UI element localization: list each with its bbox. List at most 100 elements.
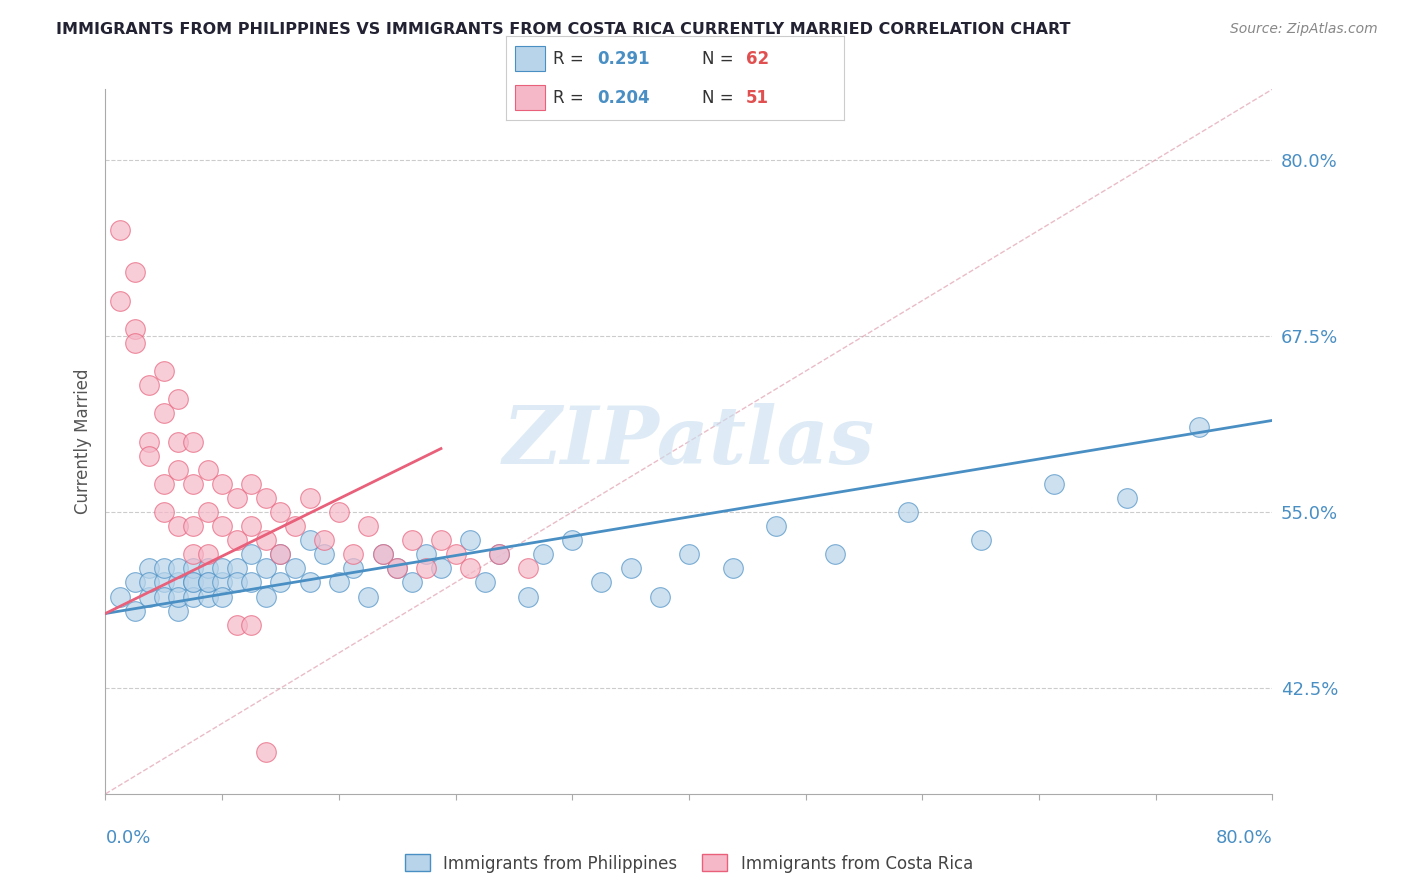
Point: [167, 590, 190, 604]
Point: [197, 575, 219, 590]
Point: [124, 604, 146, 618]
Text: 0.204: 0.204: [598, 88, 650, 106]
Point: [531, 547, 554, 561]
Point: [153, 575, 174, 590]
Text: 0.291: 0.291: [598, 50, 650, 68]
Point: [385, 561, 408, 575]
Point: [444, 547, 467, 561]
Point: [167, 519, 190, 533]
Point: [1188, 420, 1211, 434]
Point: [254, 491, 277, 505]
Point: [197, 505, 219, 519]
Point: [211, 476, 233, 491]
Text: 0.0%: 0.0%: [105, 829, 150, 847]
Point: [153, 561, 174, 575]
Point: [167, 392, 190, 407]
Point: [357, 590, 380, 604]
Point: [167, 604, 190, 618]
Point: [561, 533, 583, 548]
Point: [721, 561, 744, 575]
Point: [197, 575, 219, 590]
Point: [328, 505, 350, 519]
Point: [415, 547, 437, 561]
Point: [298, 533, 321, 548]
Point: [401, 533, 423, 548]
Point: [124, 575, 146, 590]
Point: [138, 575, 160, 590]
Point: [167, 434, 190, 449]
Point: [591, 575, 613, 590]
Point: [314, 547, 336, 561]
Point: [153, 364, 174, 378]
Point: [254, 533, 277, 548]
Y-axis label: Currently Married: Currently Married: [73, 368, 91, 515]
Point: [124, 322, 146, 336]
Point: [298, 491, 321, 505]
Point: [517, 590, 540, 604]
Point: [138, 449, 160, 463]
Point: [254, 561, 277, 575]
Point: [225, 617, 247, 632]
Point: [108, 590, 131, 604]
Point: [211, 519, 233, 533]
Point: [1115, 491, 1137, 505]
Point: [167, 463, 190, 477]
Point: [458, 561, 481, 575]
Point: [240, 617, 263, 632]
Text: IMMIGRANTS FROM PHILIPPINES VS IMMIGRANTS FROM COSTA RICA CURRENTLY MARRIED CORR: IMMIGRANTS FROM PHILIPPINES VS IMMIGRANT…: [56, 22, 1071, 37]
Point: [269, 575, 292, 590]
Point: [314, 533, 336, 548]
Point: [167, 575, 190, 590]
Point: [225, 491, 247, 505]
Text: N =: N =: [702, 88, 738, 106]
Point: [181, 476, 204, 491]
Point: [284, 561, 307, 575]
Point: [254, 590, 277, 604]
Point: [181, 575, 204, 590]
Text: ZIPatlas: ZIPatlas: [503, 403, 875, 480]
Point: [211, 590, 233, 604]
Point: [824, 547, 846, 561]
Text: Source: ZipAtlas.com: Source: ZipAtlas.com: [1230, 22, 1378, 37]
Point: [167, 561, 190, 575]
Point: [678, 547, 700, 561]
Point: [619, 561, 641, 575]
Point: [371, 547, 394, 561]
Point: [342, 561, 364, 575]
Point: [269, 547, 292, 561]
Point: [108, 223, 131, 237]
Point: [430, 533, 453, 548]
Point: [385, 561, 408, 575]
Point: [240, 476, 263, 491]
Point: [765, 519, 787, 533]
Point: [342, 547, 364, 561]
Point: [284, 519, 307, 533]
Point: [488, 547, 510, 561]
Point: [181, 590, 204, 604]
Point: [138, 561, 160, 575]
Point: [225, 533, 247, 548]
Point: [298, 575, 321, 590]
Point: [197, 547, 219, 561]
Point: [240, 575, 263, 590]
Point: [211, 575, 233, 590]
Point: [328, 575, 350, 590]
Point: [269, 505, 292, 519]
Point: [401, 575, 423, 590]
Point: [153, 590, 174, 604]
Point: [138, 590, 160, 604]
Point: [517, 561, 540, 575]
Point: [197, 590, 219, 604]
Point: [969, 533, 991, 548]
Point: [897, 505, 920, 519]
Bar: [515, 45, 546, 71]
Point: [124, 265, 146, 279]
Point: [197, 561, 219, 575]
Point: [153, 406, 174, 420]
Point: [458, 533, 481, 548]
Point: [269, 547, 292, 561]
Legend: Immigrants from Philippines, Immigrants from Costa Rica: Immigrants from Philippines, Immigrants …: [398, 847, 980, 880]
Point: [181, 561, 204, 575]
Point: [371, 547, 394, 561]
Text: N =: N =: [702, 50, 738, 68]
